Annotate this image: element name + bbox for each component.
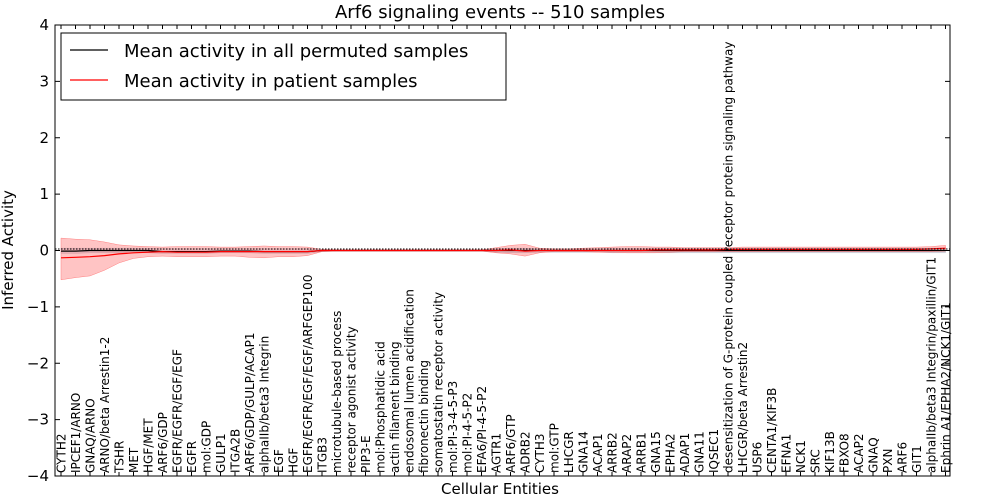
x-tick-label: CENTA1/KIF3B — [765, 388, 779, 473]
x-tick-label: ADAP1 — [678, 433, 692, 473]
x-tick-label: ARF6/GTP — [504, 414, 518, 473]
x-tick-label: Ephrin A1/EPHA2/NCK1/GIT1 — [939, 302, 953, 473]
x-tick-label: EPHA2 — [664, 433, 678, 473]
x-tick-label: ACAP2 — [852, 434, 866, 473]
x-tick-label: ARF6/GDP/GULP/ACAP1 — [243, 333, 257, 473]
x-tick-label: ACAP1 — [591, 434, 605, 473]
x-tick-label: GNA14 — [577, 431, 591, 473]
x-tick-label: GIT1 — [910, 445, 924, 473]
x-tick-label: GNA15 — [649, 431, 663, 473]
x-tick-label: ITGB3 — [316, 437, 330, 473]
series-line-patient — [60, 247, 946, 259]
x-tick-label: ARNO/beta Arrestin1-2 — [98, 337, 112, 473]
x-tick-label: CYTH2 — [55, 434, 69, 474]
x-tick-label: microtubule-based process — [330, 311, 344, 473]
x-tick-label: IPCEF1/ARNO — [69, 393, 83, 473]
x-tick-label: mol:GTP — [548, 423, 562, 473]
y-tick-label: −3 — [27, 411, 49, 429]
x-tick-label: IQSEC1 — [707, 429, 721, 473]
x-tick-label: KIF13B — [823, 431, 837, 473]
plot-area-frame — [54, 24, 951, 477]
x-tick-label: CYTH3 — [533, 434, 547, 474]
x-tick-label: PIP3-E — [359, 435, 373, 473]
x-tick-label: EGFR/EGFR/EGF/EGF/ARFGEP100 — [301, 275, 315, 473]
x-tick-label: HGF/MET — [142, 418, 156, 473]
y-tick-label: 1 — [39, 185, 49, 203]
y-tick-label: 0 — [39, 242, 49, 260]
x-tick-label: endosomal lumen acidification — [403, 289, 417, 473]
x-tick-label: ARF6 — [896, 442, 910, 473]
x-tick-label: TSHR — [113, 441, 127, 474]
x-tick-label: ITGA2B — [229, 429, 243, 473]
x-tick-label: MET — [127, 447, 141, 473]
x-tick-label: alphaIIb/beta3 Integrin/paxillin/GIT1 — [925, 257, 939, 473]
x-tick-label: alphaIIb/beta3 Integrin — [258, 336, 272, 473]
x-tick-label: FBXO8 — [838, 433, 852, 473]
y-tick-label: −4 — [27, 467, 49, 485]
x-tick-label: LHCGR — [562, 431, 576, 473]
x-tick-label: mol:PI-3-4-5-P3 — [446, 381, 460, 473]
x-tick-label: HGF — [287, 448, 301, 473]
y-tick-label: −2 — [27, 354, 49, 372]
x-tick-label: EFA6/PI-4-5-P2 — [475, 386, 489, 473]
x-tick-label: GNAQ/ARNO — [84, 398, 98, 473]
legend: Mean activity in all permuted samples Me… — [60, 32, 507, 101]
x-tick-label: EGFR — [185, 441, 199, 473]
y-tick-label: 2 — [39, 129, 49, 147]
x-tick-label: fibronectin binding — [417, 360, 431, 473]
legend-frame — [60, 32, 507, 101]
x-tick-label: somatostatin receptor activity — [432, 292, 446, 473]
x-tick-labels: CYTH2 IPCEF1/ARNO GNAQ/ARNO ARNO/beta Arres… — [55, 42, 954, 474]
x-tick-label: GULP1 — [214, 433, 228, 473]
x-tick-label: EFNA1 — [780, 434, 794, 473]
x-tick-label: USP6 — [751, 442, 765, 473]
x-tick-label: ARF6/GDP — [156, 412, 170, 473]
x-tick-label: desensitization of G-protein coupled rec… — [722, 42, 736, 473]
x-tick-label: EGF — [272, 449, 286, 473]
x-axis-ticks — [60, 25, 946, 476]
x-tick-label: mol:Phosphatidic acid — [374, 341, 388, 473]
y-tick-label: 3 — [39, 72, 49, 90]
x-tick-label: receptor agonist activity — [345, 326, 359, 473]
x-tick-label: mol:PI-4-5-P2 — [461, 393, 475, 473]
legend-label-patient: Mean activity in patient samples — [124, 71, 418, 92]
x-tick-label: LHCGR/beta Arrestin2 — [736, 342, 750, 473]
y-tick-label: 4 — [39, 16, 49, 34]
series-lines — [60, 247, 946, 259]
x-tick-label: GNA11 — [693, 431, 707, 473]
legend-label-permuted: Mean activity in all permuted samples — [124, 41, 468, 62]
x-tick-label: ARRB2 — [606, 432, 620, 473]
x-tick-label: ARRB1 — [635, 432, 649, 473]
x-tick-label: AGTR1 — [490, 433, 504, 473]
x-tick-label: SRC — [809, 449, 823, 473]
x-tick-label: EGFR/EGFR/EGF/EGF — [171, 349, 185, 473]
y-tick-label: −1 — [27, 298, 49, 316]
y-axis-ticks: −4 −3 −2 −1 0 1 2 3 4 — [27, 16, 950, 485]
x-axis-label: Cellular Entities — [441, 480, 559, 498]
x-tick-label: actin filament binding — [388, 341, 402, 473]
x-tick-label: PXN — [881, 449, 895, 473]
x-tick-label: GNAQ — [867, 437, 881, 473]
x-tick-label: mol:GDP — [200, 421, 214, 473]
x-tick-label: ARAP2 — [620, 434, 634, 473]
x-tick-label: NCK1 — [794, 440, 808, 473]
x-tick-label: ADRB2 — [519, 431, 533, 473]
y-axis-label: Inferred Activity — [0, 190, 17, 310]
chart-title: Arf6 signaling events -- 510 samples — [335, 2, 665, 23]
